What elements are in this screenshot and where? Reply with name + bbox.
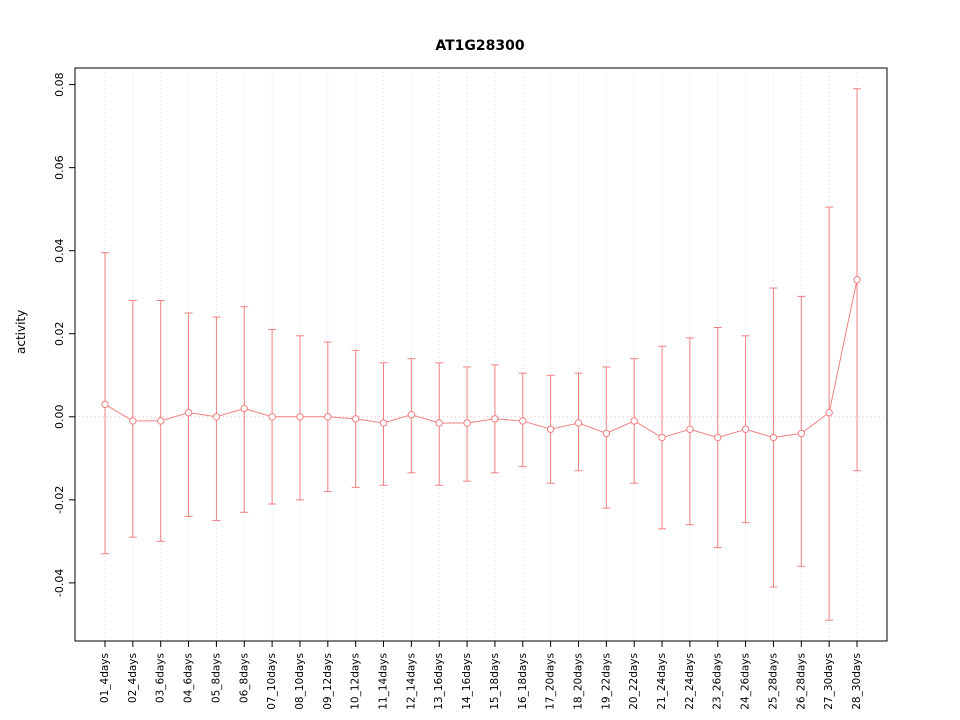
x-tick-label: 05_8days bbox=[210, 653, 222, 703]
y-tick-label: 0.06 bbox=[53, 155, 66, 180]
data-point bbox=[825, 408, 833, 417]
data-point bbox=[546, 425, 555, 433]
data-point bbox=[212, 413, 221, 421]
x-tick-label: 14_16days bbox=[461, 653, 473, 710]
x-tick-label: 09_12days bbox=[322, 653, 334, 710]
data-point bbox=[602, 429, 611, 438]
x-tick-label: 15_18days bbox=[489, 653, 501, 710]
y-tick-label: 0.08 bbox=[53, 72, 66, 97]
data-point bbox=[129, 417, 137, 425]
data-point bbox=[797, 429, 805, 438]
data-point bbox=[184, 408, 193, 417]
x-tick-label: 16_18days bbox=[517, 653, 529, 710]
x-tick-label: 13_16days bbox=[433, 653, 445, 710]
x-tick-label: 22_24days bbox=[684, 653, 696, 710]
x-tick-label: 25_28days bbox=[767, 653, 779, 710]
x-tick-label: 18_20days bbox=[572, 653, 584, 710]
y-axis-label: activity bbox=[14, 309, 28, 354]
data-point bbox=[435, 419, 443, 427]
data-point bbox=[630, 417, 638, 425]
data-point bbox=[658, 433, 666, 442]
x-tick-label: 23_26days bbox=[712, 653, 724, 710]
data-point bbox=[407, 411, 416, 419]
y-tick-label: -0.02 bbox=[53, 486, 66, 514]
x-tick-label: 03_6days bbox=[155, 653, 167, 703]
data-point bbox=[741, 425, 750, 433]
x-tick-label: 02_4days bbox=[127, 653, 139, 703]
data-point bbox=[351, 415, 360, 423]
y-tick-label: 0.00 bbox=[53, 405, 66, 430]
y-tick-label: -0.04 bbox=[53, 569, 66, 597]
x-tick-label: 06_8days bbox=[238, 653, 250, 703]
data-point bbox=[296, 413, 304, 421]
data-point bbox=[519, 417, 527, 425]
data-point bbox=[574, 419, 583, 427]
x-tick-label: 11_14days bbox=[378, 653, 390, 710]
x-tick-label: 24_26days bbox=[740, 653, 752, 710]
series-line bbox=[104, 279, 858, 439]
data-point bbox=[686, 425, 694, 433]
x-tick-label: 26_28days bbox=[795, 653, 807, 710]
x-tick-label: 07_10days bbox=[266, 653, 278, 710]
data-point bbox=[769, 433, 778, 442]
data-point bbox=[101, 400, 109, 409]
data-point bbox=[157, 417, 165, 425]
x-tick-label: 19_22days bbox=[600, 653, 612, 710]
data-point bbox=[463, 419, 471, 427]
x-tick-label: 28_30days bbox=[851, 653, 863, 710]
x-tick-label: 20_22days bbox=[628, 653, 640, 710]
data-point bbox=[240, 404, 248, 413]
chart-title: AT1G28300 bbox=[435, 38, 525, 54]
y-tick-label: 0.02 bbox=[53, 321, 66, 346]
data-point bbox=[379, 419, 388, 427]
data-point bbox=[491, 415, 499, 423]
x-tick-label: 08_10days bbox=[294, 653, 306, 710]
plot-border bbox=[74, 67, 888, 642]
data-point bbox=[324, 413, 332, 421]
x-tick-label: 17_20days bbox=[545, 653, 557, 710]
data-point bbox=[853, 276, 861, 284]
x-tick-label: 10_12days bbox=[350, 653, 362, 710]
x-tick-label: 12_14days bbox=[405, 653, 417, 710]
y-tick-label: 0.04 bbox=[53, 238, 66, 263]
data-point bbox=[714, 433, 722, 442]
x-tick-label: 21_24days bbox=[656, 653, 668, 710]
x-tick-label: 27_30days bbox=[823, 653, 835, 710]
x-tick-label: 01_4days bbox=[99, 653, 111, 703]
data-point bbox=[268, 413, 276, 421]
x-tick-label: 04_6days bbox=[183, 653, 195, 703]
